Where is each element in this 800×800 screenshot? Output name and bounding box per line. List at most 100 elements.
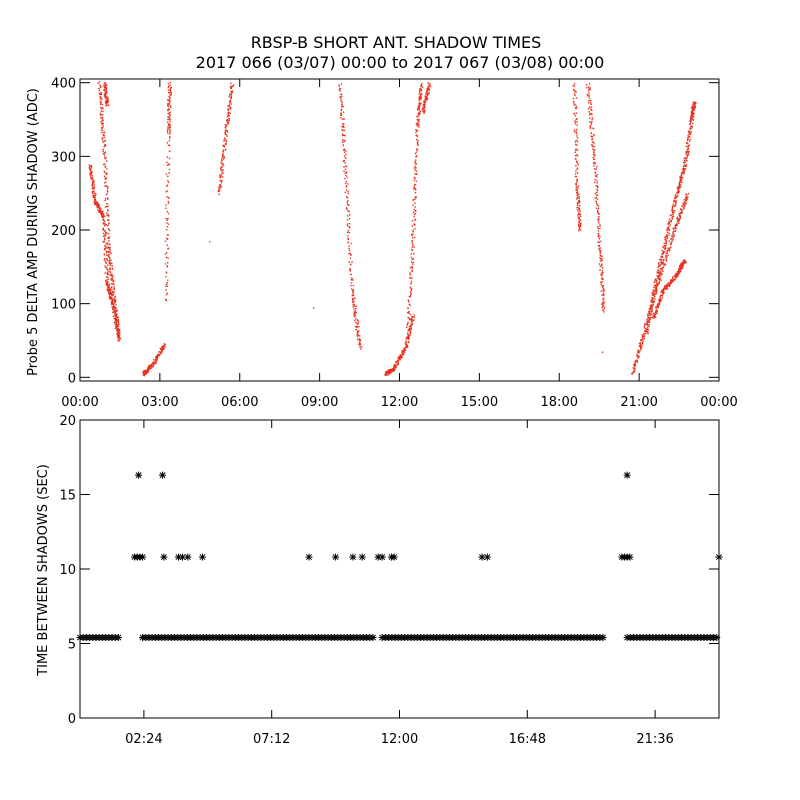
amp-point <box>106 102 108 104</box>
amp-point <box>166 161 168 163</box>
amp-point <box>104 223 106 226</box>
amp-point <box>226 131 228 133</box>
amp-point <box>647 320 650 322</box>
amp-point <box>107 278 110 280</box>
amp-point <box>414 236 416 239</box>
amp-point <box>359 348 362 350</box>
amp-point <box>102 119 104 121</box>
amp-point <box>689 133 692 135</box>
amp-point <box>167 116 169 118</box>
amp-point <box>418 109 420 111</box>
amp-point <box>661 289 663 292</box>
amp-point <box>651 311 653 313</box>
amp-point <box>664 263 666 265</box>
amp-point <box>423 100 425 103</box>
amp-point <box>576 206 578 209</box>
amp-point <box>413 176 416 179</box>
amp-point <box>221 163 223 166</box>
amp-point <box>679 269 681 271</box>
amp-point <box>338 85 340 87</box>
amp-point <box>227 111 229 113</box>
amp-point <box>400 355 403 357</box>
amp-point <box>589 126 591 129</box>
amp-point <box>117 320 120 322</box>
amp-point <box>668 222 671 225</box>
amp-point <box>106 276 108 278</box>
amp-point <box>105 93 107 95</box>
amp-point <box>665 255 668 257</box>
amp-point <box>167 217 169 220</box>
amp-point <box>168 112 170 114</box>
amp-point <box>89 173 91 175</box>
amp-point <box>222 158 225 160</box>
amp-point <box>406 336 408 339</box>
amp-point <box>118 322 120 324</box>
amp-point <box>602 272 604 274</box>
amp-point <box>681 211 683 213</box>
amp-point <box>117 324 119 326</box>
amp-point <box>166 210 168 213</box>
amp-point <box>418 106 420 108</box>
amp-point <box>577 210 580 213</box>
amp-point <box>106 282 108 285</box>
amp-point <box>691 111 694 113</box>
amp-point <box>681 205 683 208</box>
amp-point <box>593 151 595 153</box>
amp-point <box>669 214 671 217</box>
amp-point <box>224 129 227 132</box>
amplitude-panel: 00:00 03:00 06:00 09:00 12:00 15:00 18:00 21:00… <box>26 77 738 410</box>
amp-point <box>577 216 579 218</box>
amp-point <box>575 131 577 133</box>
amp-point <box>413 188 415 190</box>
amp-point <box>111 278 114 281</box>
amp-point <box>89 169 92 172</box>
amp-point <box>219 187 221 190</box>
amp-point <box>105 178 107 180</box>
amp-point <box>408 296 411 298</box>
amp-point <box>224 149 227 151</box>
amp-point <box>681 171 684 173</box>
amp-point <box>388 369 391 371</box>
amp-point <box>355 308 357 310</box>
amp-point <box>685 163 688 166</box>
amp-point <box>228 117 230 120</box>
amp-point <box>658 271 661 274</box>
amp-point <box>602 305 604 307</box>
amp-point <box>149 365 151 367</box>
amp-point <box>419 102 421 104</box>
amp-point <box>651 294 653 296</box>
amp-point <box>353 311 355 313</box>
amp-point <box>340 114 343 117</box>
amp-point <box>153 361 155 364</box>
amp-point <box>223 145 226 148</box>
amp-point <box>101 211 103 214</box>
amp-point <box>417 107 419 110</box>
amp-point <box>415 129 417 131</box>
amp-point <box>683 169 686 172</box>
amp-point <box>407 335 409 337</box>
amp-point <box>683 205 686 208</box>
amp-point <box>655 308 658 310</box>
amp-point <box>104 131 106 134</box>
amp-point <box>225 142 227 145</box>
amp-point <box>683 260 685 263</box>
amp-point <box>167 89 170 91</box>
amp-point <box>221 160 223 162</box>
amp-point <box>681 173 683 176</box>
amp-point <box>586 87 588 89</box>
amp-point <box>664 251 666 253</box>
amp-point <box>108 285 110 288</box>
amp-point <box>677 189 680 191</box>
amp-point <box>161 351 163 353</box>
amp-point <box>688 131 691 133</box>
amp-point <box>686 139 689 142</box>
amp-point <box>409 304 411 307</box>
amp-point <box>589 88 591 91</box>
amp-point <box>589 125 591 127</box>
amp-point <box>90 172 92 175</box>
amp-point <box>666 256 668 258</box>
amp-point <box>575 149 577 152</box>
amp-point <box>111 277 114 279</box>
amp-point <box>103 229 105 231</box>
amp-point <box>411 267 413 269</box>
